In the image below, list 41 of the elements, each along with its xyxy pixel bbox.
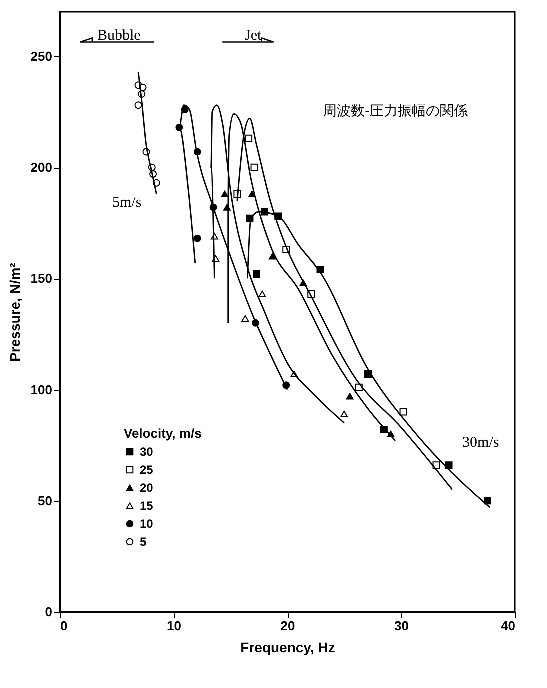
point	[484, 497, 492, 505]
x-tick-label: 0	[60, 618, 68, 634]
point	[400, 408, 408, 416]
point	[258, 290, 266, 298]
y-tick-label: 100	[30, 382, 52, 398]
y-tick-label: 200	[30, 160, 52, 176]
point	[248, 190, 256, 198]
x-tick-label: 10	[167, 618, 182, 634]
y-axis-title: Pressure, N/m²	[6, 262, 23, 362]
point	[340, 410, 348, 418]
annotation: 5m/s	[112, 194, 142, 211]
point	[194, 234, 202, 242]
legend-label: 25	[140, 463, 154, 477]
point	[250, 164, 258, 172]
legend-title: Velocity, m/s	[124, 426, 202, 441]
legend-label: 5	[140, 535, 147, 549]
point	[245, 134, 253, 142]
annotation: Bubble	[97, 28, 142, 44]
point	[268, 253, 276, 260]
legend-label: 15	[140, 499, 154, 513]
x-tick-label: 30	[394, 618, 409, 634]
annotation: 30m/s	[462, 434, 500, 451]
point	[346, 393, 354, 400]
x-tick-label: 20	[280, 618, 296, 634]
y-tick-label: 250	[30, 48, 52, 64]
annotation: Jet	[245, 28, 263, 44]
point	[432, 462, 440, 470]
point	[445, 462, 453, 470]
x-tick-label: 40	[501, 618, 516, 634]
point	[242, 315, 250, 322]
y-tick-label: 50	[38, 493, 52, 508]
y-tick-label: 150	[30, 271, 52, 286]
legend-label: 10	[140, 517, 154, 531]
point	[253, 270, 261, 278]
x-axis-title: Frequency, Hz	[240, 640, 336, 656]
point	[134, 102, 142, 110]
y-tick-label: 0	[45, 604, 52, 620]
point	[221, 190, 229, 198]
legend-label: 20	[140, 481, 154, 495]
annotation: 周波数-圧力振幅の関係	[323, 104, 468, 120]
legend-label: 30	[140, 445, 154, 459]
